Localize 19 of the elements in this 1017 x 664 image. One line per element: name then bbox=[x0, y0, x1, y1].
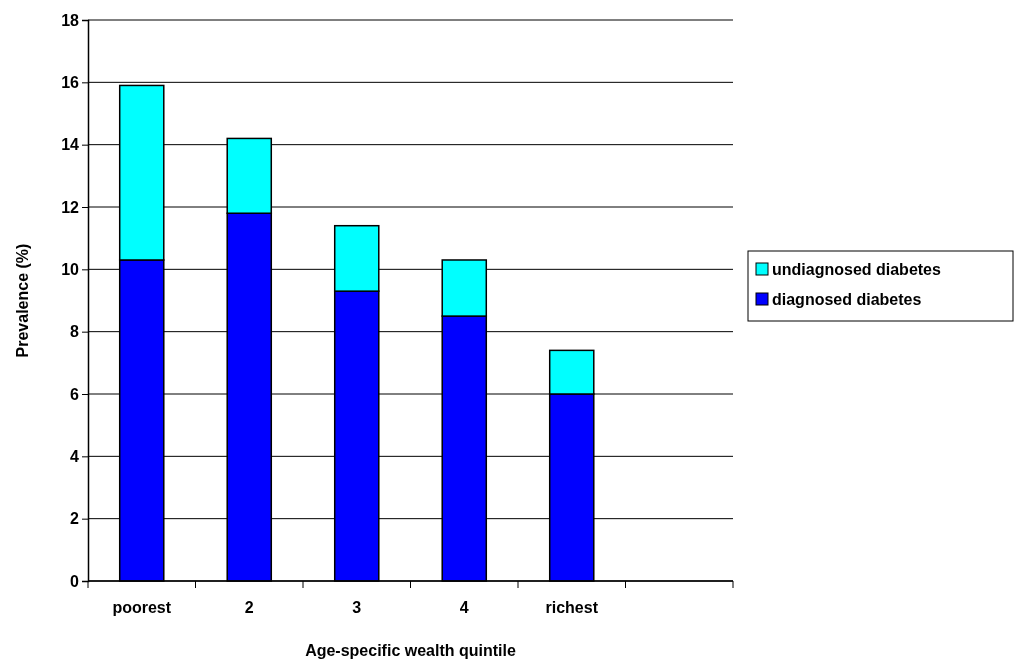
y-tick-label: 8 bbox=[70, 323, 80, 341]
x-tick-label: 4 bbox=[459, 599, 469, 616]
x-tick-label: 3 bbox=[352, 599, 362, 616]
y-tick-label: 0 bbox=[70, 572, 80, 590]
y-tick-label: 12 bbox=[61, 198, 80, 216]
y-tick-label: 6 bbox=[70, 385, 80, 403]
x-axis-title: Age-specific wealth quintile bbox=[305, 642, 516, 659]
y-tick-label: 10 bbox=[61, 260, 80, 278]
x-tick-label: richest bbox=[545, 599, 599, 616]
x-tick-label: poorest bbox=[112, 599, 172, 616]
legend-label: diagnosed diabetes bbox=[772, 291, 922, 308]
y-tick-label: 2 bbox=[70, 510, 80, 528]
y-tick-label: 14 bbox=[61, 136, 80, 154]
y-tick-label: 4 bbox=[70, 447, 80, 465]
y-axis-title: Prevalence (%) bbox=[14, 243, 31, 358]
legend-label: undiagnosed diabetes bbox=[772, 261, 942, 278]
y-tick-label: 18 bbox=[61, 11, 80, 29]
y-tick-label: 16 bbox=[61, 73, 80, 91]
x-tick-label: 2 bbox=[244, 599, 254, 616]
